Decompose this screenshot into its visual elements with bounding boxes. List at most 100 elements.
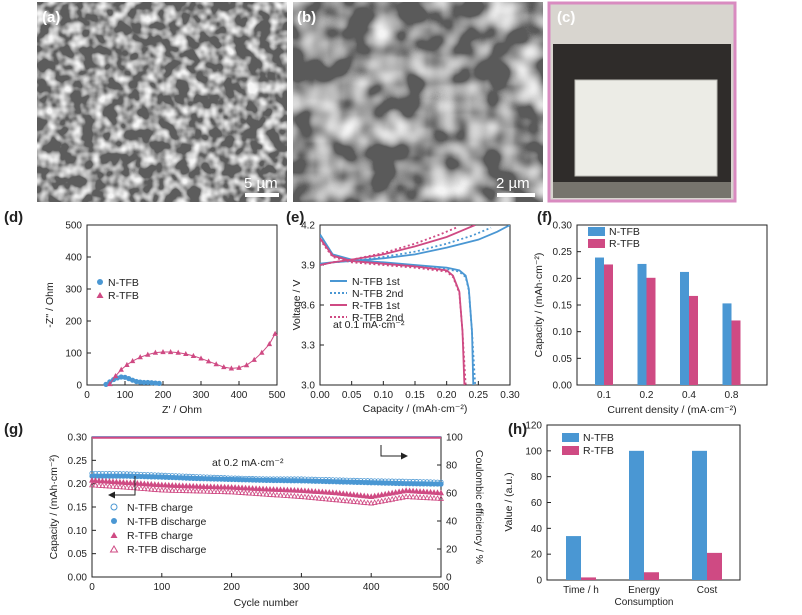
cycle-point-3-185 xyxy=(218,488,225,495)
cycle-point-3-380 xyxy=(354,498,361,505)
cycle-point-3-10 xyxy=(95,482,102,488)
legend-marker-g-0 xyxy=(110,503,118,511)
x-e-tick-label-2: 0.10 xyxy=(374,390,394,401)
ylabel-f: Capacity / (mAh·cm⁻²) xyxy=(533,253,545,358)
legend-f: N-TFB R-TFB xyxy=(588,226,640,250)
y-h-tick-label-3: 60 xyxy=(531,498,543,509)
cycle-point-3-305 xyxy=(301,493,308,500)
cycle-point-2-310 xyxy=(305,487,312,494)
cycle-point-3-165 xyxy=(204,487,211,494)
nyquist-point-n-tfb-9 xyxy=(137,379,143,385)
y-f-tick-label-6: 0.30 xyxy=(553,221,573,232)
arrowhead-right-g xyxy=(401,452,408,460)
panel-b: (b) 2 µm xyxy=(293,2,543,202)
nyquist-point-r-tfb-21 xyxy=(259,349,265,355)
legend-label-g-3: R-TFB discharge xyxy=(127,544,207,556)
panel-label-f: (f) xyxy=(537,209,552,226)
nyquist-point-r-tfb-11 xyxy=(183,350,189,357)
panel-label-h: (h) xyxy=(508,421,527,438)
x-e-tick-label-6: 0.30 xyxy=(500,390,520,401)
legend-label-g-2: R-TFB charge xyxy=(127,530,193,542)
y2-g-tick-label-0: 0 xyxy=(446,573,452,584)
legend-label-g-1: N-TFB discharge xyxy=(127,516,207,528)
y-h-tick-label-5: 100 xyxy=(525,446,542,457)
scale-bar-b xyxy=(497,193,535,197)
cycle-point-3-215 xyxy=(239,489,246,495)
legend-label-e-3: R-TFB 2nd xyxy=(352,312,404,324)
cycle-point-3-470 xyxy=(417,494,424,500)
nyquist-point-r-tfb-13 xyxy=(198,355,204,361)
cycle-point-3-355 xyxy=(336,496,343,503)
axes-frame-d xyxy=(86,224,278,386)
cycle-point-3-40 xyxy=(116,483,123,490)
y-f-tick-label-5: 0.25 xyxy=(553,247,573,258)
legend-swatch-n-h xyxy=(562,433,579,442)
panel-d: (d) 0 100 200 300 400 500 0 100 200 300 400 500 Z' … xyxy=(4,209,286,416)
x-g-tick-label-3: 300 xyxy=(293,582,310,593)
nyquist-point-n-tfb-12 xyxy=(149,380,155,386)
cycle-point-2-485 xyxy=(427,488,434,495)
y-h-tick-label-2: 40 xyxy=(531,524,543,535)
cycle-point-3-365 xyxy=(343,497,350,504)
cycle-point-2-370 xyxy=(347,491,354,497)
arrowhead-left-g xyxy=(108,491,115,499)
x-f-tick-label-2: 0.4 xyxy=(682,390,696,401)
cycle-point-3-15 xyxy=(99,482,106,488)
y-h-tick-label-4: 80 xyxy=(531,472,543,483)
discharge-curve-3 xyxy=(320,239,467,385)
scale-bar-label-b: 2 µm xyxy=(496,175,530,192)
arrow-left-axis-g xyxy=(113,476,136,496)
cycle-point-3-280 xyxy=(284,492,291,499)
nyquist-point-r-tfb-5 xyxy=(137,354,143,360)
nyquist-point-r-tfb-22 xyxy=(266,341,273,347)
y-d-tick-label-0: 0 xyxy=(76,381,82,392)
ylabel-h: Value / (a.u.) xyxy=(503,472,515,531)
cycle-point-3-350 xyxy=(333,496,340,503)
cycle-point-3-455 xyxy=(406,493,413,500)
bar-h-1-1 xyxy=(644,572,659,580)
panel-g: (g) 0 100 200 300 400 5000.000.050.100.150.20… xyxy=(4,421,485,609)
y-g-tick-label-2: 0.10 xyxy=(68,526,88,537)
x-e-tick-label-1: 0.05 xyxy=(342,390,362,401)
y-e-tick-label-1: 3.3 xyxy=(301,341,315,352)
x-g-tick-label-4: 400 xyxy=(363,582,380,593)
x-g-tick-label-5: 500 xyxy=(433,582,450,593)
cycle-point-2-260 xyxy=(270,486,277,492)
cycle-point-2-315 xyxy=(308,487,315,494)
cycle-point-3-220 xyxy=(242,489,249,496)
nyquist-point-r-tfb-23 xyxy=(272,330,278,336)
cycle-point-2-300 xyxy=(298,487,305,493)
cycle-point-2-270 xyxy=(277,486,284,493)
legend-d: N-TFB R-TFB xyxy=(96,277,139,302)
cycle-point-3-55 xyxy=(127,484,134,490)
cycle-point-3-205 xyxy=(232,488,239,495)
nyquist-point-n-tfb-11 xyxy=(145,379,151,386)
cycle-point-2-385 xyxy=(357,492,364,498)
y-h-tick-label-0: 0 xyxy=(536,576,542,587)
cycle-point-2-290 xyxy=(291,486,298,493)
panel-h: (h) 0 20 40 60 80 100 120 Time / h EnergyConsump… xyxy=(503,421,741,608)
cycle-point-3-195 xyxy=(225,488,232,495)
marks-d xyxy=(103,330,278,387)
y-d-tick-label-1: 100 xyxy=(65,349,82,360)
cycle-point-3-335 xyxy=(322,495,329,502)
cycle-point-3-375 xyxy=(350,498,357,504)
legend-swatch-r-f xyxy=(588,239,605,248)
cycle-point-3-230 xyxy=(249,490,256,496)
cycle-point-2-475 xyxy=(420,488,427,495)
legend-label-r-h: R-TFB xyxy=(583,445,614,457)
xlabel-f: Current density / (mA·cm⁻²) xyxy=(607,404,736,416)
cycle-point-3-75 xyxy=(141,485,148,492)
nyquist-point-r-tfb-8 xyxy=(160,349,166,355)
nyquist-point-r-tfb-6 xyxy=(145,351,151,357)
cycle-point-3-115 xyxy=(169,487,176,493)
cycle-point-2-280 xyxy=(284,486,291,493)
cycle-point-3-275 xyxy=(280,492,287,498)
bar-f-1-1 xyxy=(646,277,656,385)
cycle-point-3-440 xyxy=(396,494,403,501)
bar-f-1-2 xyxy=(689,295,698,385)
ticks-e: 0.00 0.05 0.10 0.15 0.20 0.25 0.30 3.0 3.3 3.6 3.9… xyxy=(301,221,520,402)
cycle-point-3-330 xyxy=(319,495,326,501)
marks-g xyxy=(88,436,445,506)
legend-swatch-r-h xyxy=(562,446,579,455)
